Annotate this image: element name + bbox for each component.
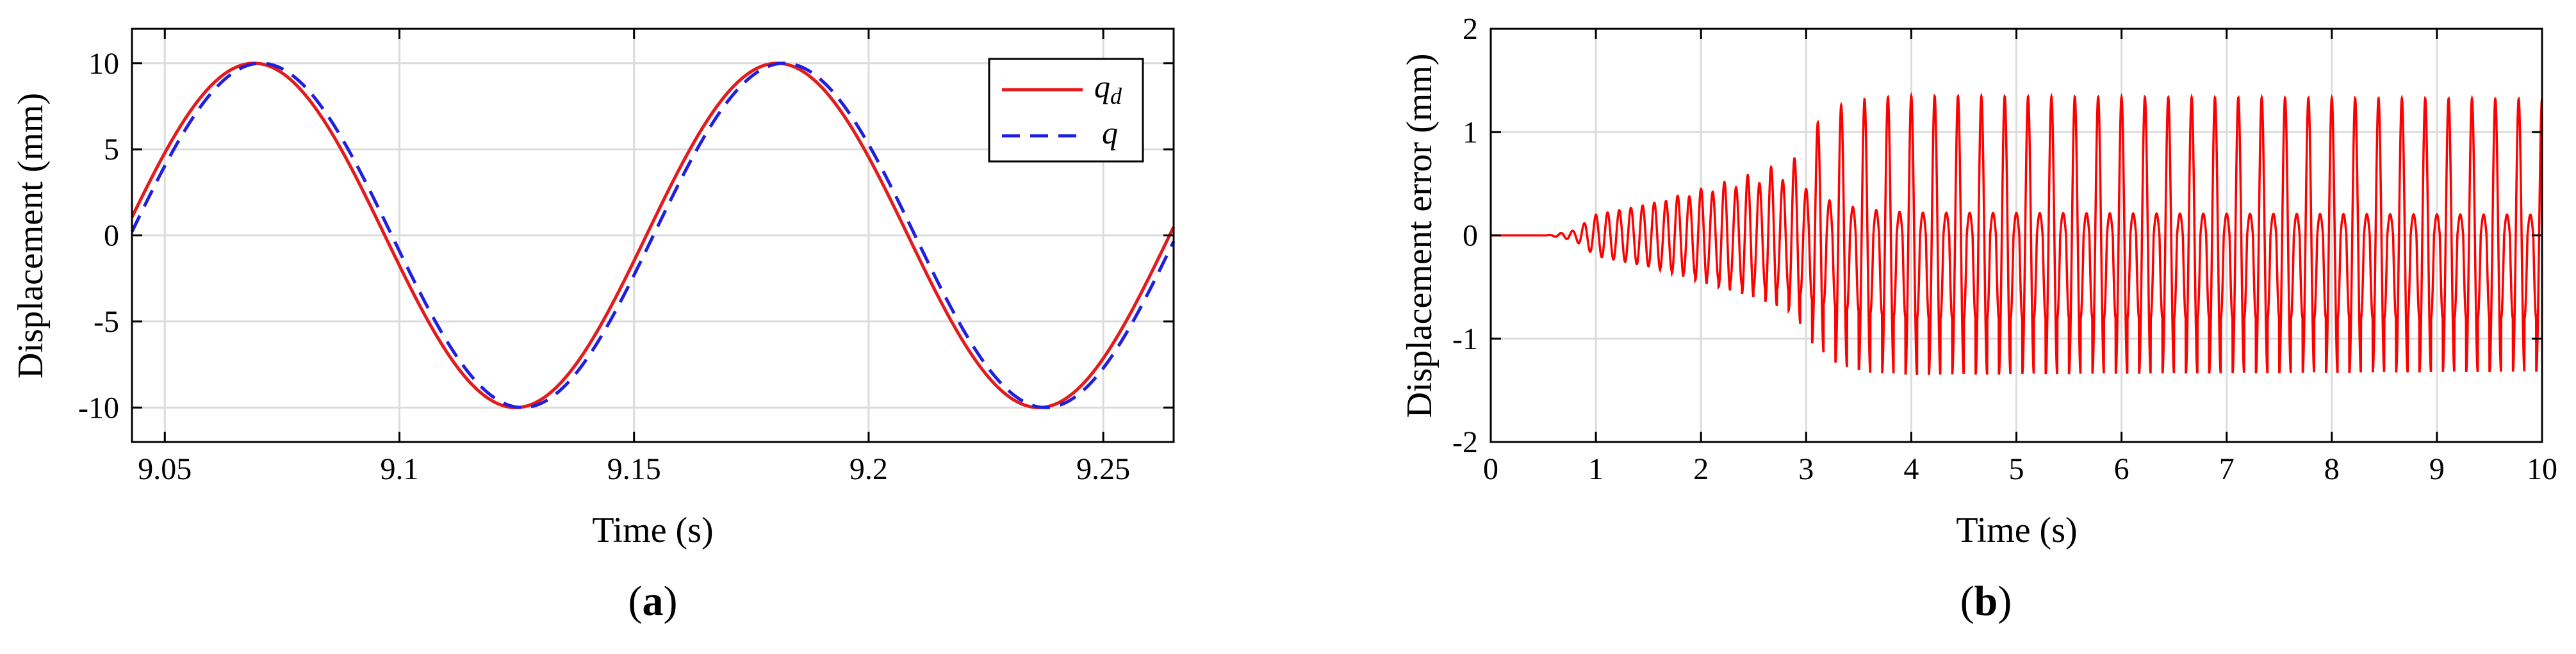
chart-b-xtick-label: 4 <box>1903 452 1919 486</box>
chart-b-ytick-label: 1 <box>1463 115 1478 149</box>
chart-b-xtick-label: 10 <box>2527 452 2557 486</box>
chart-a-ytick-label: -10 <box>78 391 119 425</box>
chart-b-ylabel: Displacement error (mm) <box>1400 53 1440 418</box>
chart-a-panel-paren-close: ) <box>664 578 678 625</box>
chart-a-xtick-label: 9.15 <box>607 452 661 486</box>
chart-b-ytick-label: -1 <box>1452 322 1478 356</box>
chart-b-xtick-label: 0 <box>1483 452 1498 486</box>
chart-b-panel-paren-close: ) <box>1998 578 2012 625</box>
chart-a-panel-label: (a) <box>628 578 678 625</box>
chart-b-series <box>1491 92 2543 375</box>
legend-label-qd-subscript: d <box>1110 83 1122 109</box>
chart-a-grid <box>132 29 1174 442</box>
chart-b-xtick-label: 3 <box>1798 452 1814 486</box>
chart-a-ylabel: Displacement (mm) <box>11 93 51 379</box>
legend-label-qd: qd <box>1094 69 1122 109</box>
chart-a-xtick-label: 9.25 <box>1076 452 1130 486</box>
chart-b-xlabel: Time (s) <box>1956 511 2077 550</box>
chart-a-ytick-label: 10 <box>88 47 119 81</box>
chart-a-ytick-label: 5 <box>104 133 119 167</box>
chart-b-panel-letter: b <box>1974 578 1998 625</box>
chart-a-series <box>130 61 1176 409</box>
chart-a-ytick-label: -5 <box>94 305 119 339</box>
chart-a-legend: qd q <box>988 58 1144 163</box>
chart-b-ytick-label: 2 <box>1463 12 1478 46</box>
chart-b-xtick-label: 7 <box>2219 452 2235 486</box>
chart-a: 9.05 9.1 9.15 9.2 9.25 10 5 0 -5 -10 qd q Time (s… <box>11 28 1176 625</box>
chart-b-ytick-label: 0 <box>1463 219 1478 253</box>
legend-label-q: q <box>1102 115 1118 151</box>
chart-b-xtick-label: 6 <box>2114 452 2129 486</box>
series-line-q <box>130 61 1176 409</box>
chart-a-panel-letter: a <box>643 578 664 625</box>
chart-a-xlabel: Time (s) <box>592 511 713 550</box>
chart-b-panel-label: (b) <box>1960 578 2012 625</box>
chart-a-panel-paren-open: ( <box>628 578 643 625</box>
chart-a-xtick-label: 9.2 <box>849 452 888 486</box>
chart-a-ticks: 9.05 9.1 9.15 9.2 9.25 10 5 0 -5 -10 <box>78 29 1174 486</box>
chart-a-xtick-label: 9.05 <box>138 452 192 486</box>
chart-b-xtick-label: 5 <box>2009 452 2024 486</box>
chart-b-grid <box>1489 28 2543 443</box>
chart-b-xtick-label: 9 <box>2429 452 2445 486</box>
chart-a-ytick-label: 0 <box>104 219 119 253</box>
series-line-error <box>1491 92 2543 375</box>
chart-a-xtick-label: 9.1 <box>380 452 418 486</box>
chart-b-xtick-label: 2 <box>1693 452 1709 486</box>
series-line-qd <box>130 61 1176 409</box>
chart-b-xtick-label: 1 <box>1588 452 1604 486</box>
chart-b-ytick-label: -2 <box>1452 425 1478 459</box>
legend-box <box>988 58 1144 163</box>
chart-b-panel-paren-open: ( <box>1960 578 1974 625</box>
chart-b-xtick-label: 8 <box>2324 452 2340 486</box>
